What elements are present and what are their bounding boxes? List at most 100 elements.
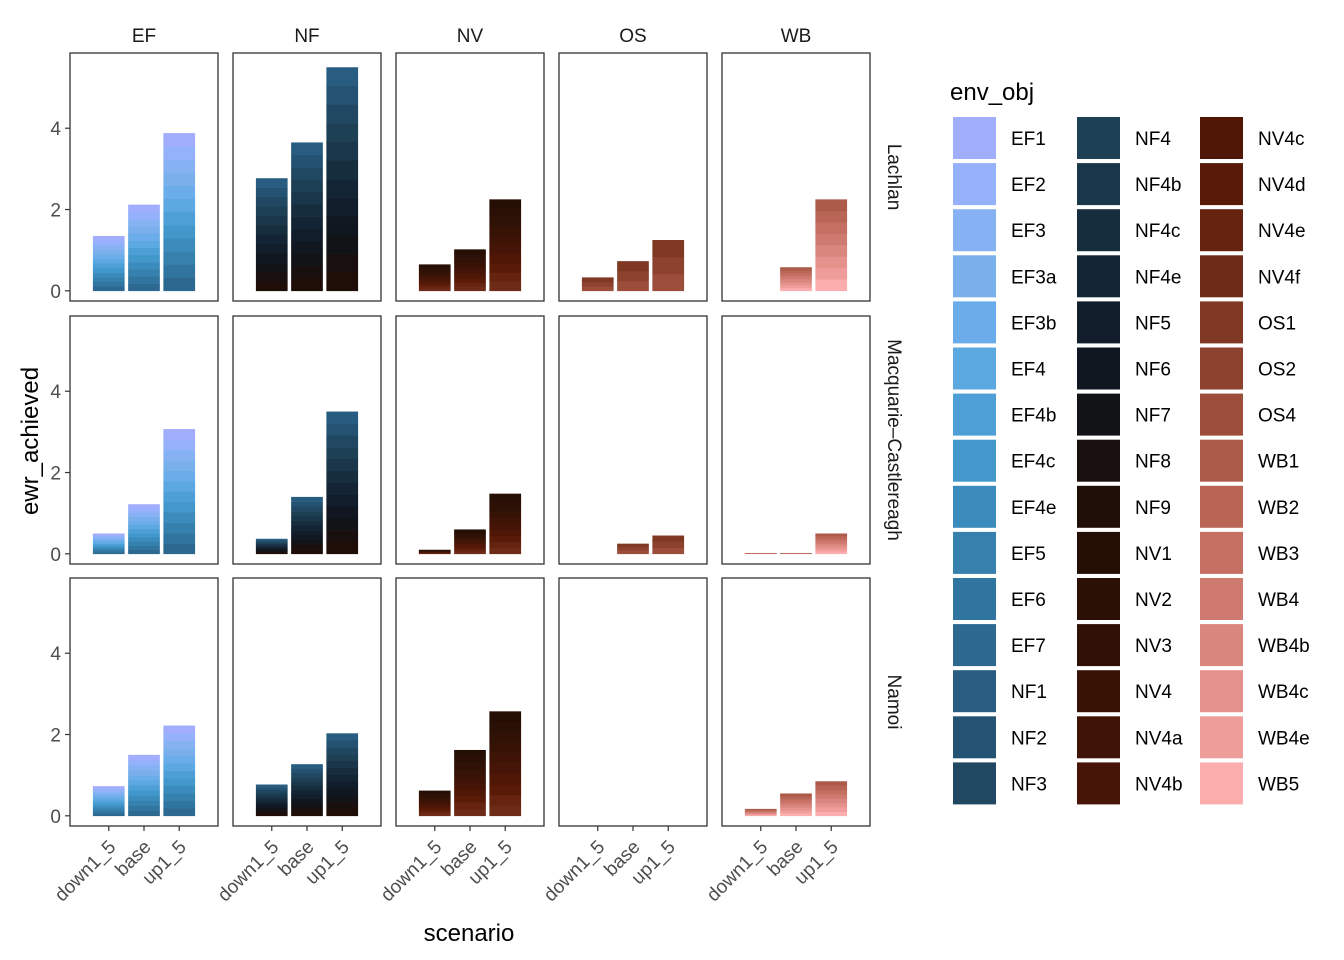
bar-segment-nv3 bbox=[454, 763, 486, 771]
bar-segment-nf2 bbox=[291, 768, 323, 774]
bar-segment-nv3 bbox=[489, 217, 522, 228]
bar-segment-ef4b bbox=[128, 529, 160, 534]
legend-key-ef5 bbox=[953, 531, 996, 574]
bar-segment-ef7 bbox=[92, 286, 125, 292]
legend-key-nv4d bbox=[1200, 163, 1243, 206]
bar-segment-ef2 bbox=[128, 759, 160, 766]
bar-segment-ef4b bbox=[92, 263, 125, 269]
legend-key-nf7 bbox=[1077, 393, 1120, 436]
legend: env_obj EF1 EF2 EF3 EF3a EF3b EF4 EF4b EF4c EF4e… bbox=[950, 79, 1310, 805]
bar-segment-nf1 bbox=[255, 178, 288, 188]
y-tick-label: 0 bbox=[50, 545, 61, 566]
bar-segment-ef4c bbox=[163, 778, 196, 787]
bar-segment-nv1 bbox=[454, 249, 486, 254]
bar-segment-nf4e bbox=[326, 482, 359, 495]
bar-segment-ef2 bbox=[163, 439, 196, 451]
bar-segment-nf8 bbox=[255, 272, 288, 282]
bar-segment-os4 bbox=[652, 273, 685, 292]
bar-segment-ef4e bbox=[128, 795, 160, 801]
bar-segment-ef6 bbox=[92, 550, 125, 553]
bar-segment-nv4c bbox=[454, 544, 486, 547]
bar-segment-nf5 bbox=[255, 547, 288, 550]
bar-segment-wb4b bbox=[780, 804, 812, 808]
bar-segment-wb2 bbox=[815, 210, 848, 223]
bar-segment-ef3 bbox=[128, 219, 160, 227]
bar-segment-nf4e bbox=[291, 216, 323, 230]
panel-lachlan-nv bbox=[395, 52, 545, 302]
bar-segment-nv4f bbox=[489, 805, 522, 817]
bar-segment-nf4e bbox=[255, 234, 288, 245]
bar-segment-ef4b bbox=[92, 543, 125, 546]
bar-segment-os4 bbox=[652, 547, 685, 555]
bar-segment-wb5 bbox=[815, 279, 848, 292]
legend-key-nf5 bbox=[1077, 301, 1120, 344]
bar-segment-ef5 bbox=[92, 808, 125, 812]
bar-segment-nv4d bbox=[454, 796, 486, 803]
facet-col-label-ef: EF bbox=[132, 26, 156, 47]
bar-segment-wb1 bbox=[815, 533, 848, 537]
bar-segment-nf5 bbox=[291, 228, 323, 242]
bar-segment-nf4b bbox=[291, 781, 323, 786]
bar-segment-os2 bbox=[617, 271, 649, 282]
bar-segment-wb5 bbox=[815, 811, 848, 817]
legend-key-wb4e bbox=[1200, 716, 1243, 759]
bar-segment-nf4 bbox=[255, 542, 288, 545]
bar-segment-ef4e bbox=[92, 547, 125, 550]
bar-segment-ef3 bbox=[92, 536, 125, 539]
bar-segment-os1 bbox=[617, 261, 649, 272]
bar-segment-ef4 bbox=[128, 240, 160, 249]
bar-segment-wb4b bbox=[744, 812, 777, 814]
bar-segment-nf9 bbox=[326, 808, 359, 817]
bar-segment-wb4c bbox=[815, 546, 848, 550]
bar-segment-nv4a bbox=[418, 274, 451, 278]
bar-segment-nf3 bbox=[291, 506, 323, 512]
legend-label-ef1: EF1 bbox=[1011, 129, 1046, 150]
bar-segment-ef6 bbox=[128, 276, 160, 284]
bar-segment-nf4c bbox=[255, 225, 288, 235]
bar-segment-nf7 bbox=[291, 539, 323, 545]
bar-segment-ef3b bbox=[163, 470, 196, 482]
bar-segment-nf4b bbox=[326, 458, 359, 472]
bar-segment-ef5 bbox=[128, 269, 160, 277]
y-tick-label: 2 bbox=[50, 201, 61, 222]
bar-segment-ef5 bbox=[92, 548, 125, 551]
bar-segment-ef3a bbox=[163, 172, 196, 186]
bar-segment-nf1 bbox=[291, 142, 323, 156]
bar-segment-wb5 bbox=[744, 814, 777, 817]
bar-segment-ef3b bbox=[92, 254, 125, 260]
bar-segment-wb4c bbox=[780, 281, 812, 286]
bar-segment-wb4e bbox=[780, 810, 812, 814]
bar-segment-ef3b bbox=[128, 520, 160, 526]
legend-label-nv4f: NV4f bbox=[1258, 267, 1301, 288]
legend-label-os1: OS1 bbox=[1258, 313, 1296, 334]
bar-segment-nv2 bbox=[418, 267, 451, 270]
panel-lachlan-nf bbox=[232, 52, 382, 302]
bar-segment-ef4c bbox=[92, 267, 125, 273]
bar-segment-nf4b bbox=[255, 215, 288, 226]
legend-key-ef3a bbox=[953, 255, 996, 298]
bar-segment-nf1 bbox=[255, 538, 288, 541]
bar-segment-nf3 bbox=[255, 541, 288, 543]
bar-segment-nv1 bbox=[418, 264, 451, 268]
bar-segment-wb1 bbox=[744, 808, 777, 811]
bar-segment-nv4a bbox=[454, 265, 486, 271]
legend-label-nf1: NF1 bbox=[1011, 682, 1047, 703]
bar-segment-ef2 bbox=[128, 211, 160, 220]
bar-segment-nf1 bbox=[326, 733, 359, 741]
bar-segment-nf4e bbox=[291, 790, 323, 795]
bar-segment-nf7 bbox=[255, 550, 288, 552]
facet-row-label-namoi: Namoi bbox=[883, 675, 904, 730]
bar-segment-nv4a bbox=[489, 517, 522, 525]
bar-segment-nf4c bbox=[255, 545, 288, 547]
panel-border bbox=[721, 52, 871, 302]
facet-col-label-nv: NV bbox=[457, 26, 484, 47]
legend-key-wb3 bbox=[1200, 531, 1243, 574]
facet-row-label-macquarie-castlereagh: Macquarie–Castlereagh bbox=[883, 339, 904, 541]
bar-segment-nf7 bbox=[291, 253, 323, 267]
legend-key-nf3 bbox=[953, 762, 996, 805]
bar-segment-wb4e bbox=[744, 814, 777, 816]
bar-segment-ef1 bbox=[92, 786, 125, 789]
legend-key-nf9 bbox=[1077, 485, 1120, 528]
bar-segment-nf6 bbox=[255, 253, 288, 263]
bar-segment-nf8 bbox=[255, 551, 288, 553]
